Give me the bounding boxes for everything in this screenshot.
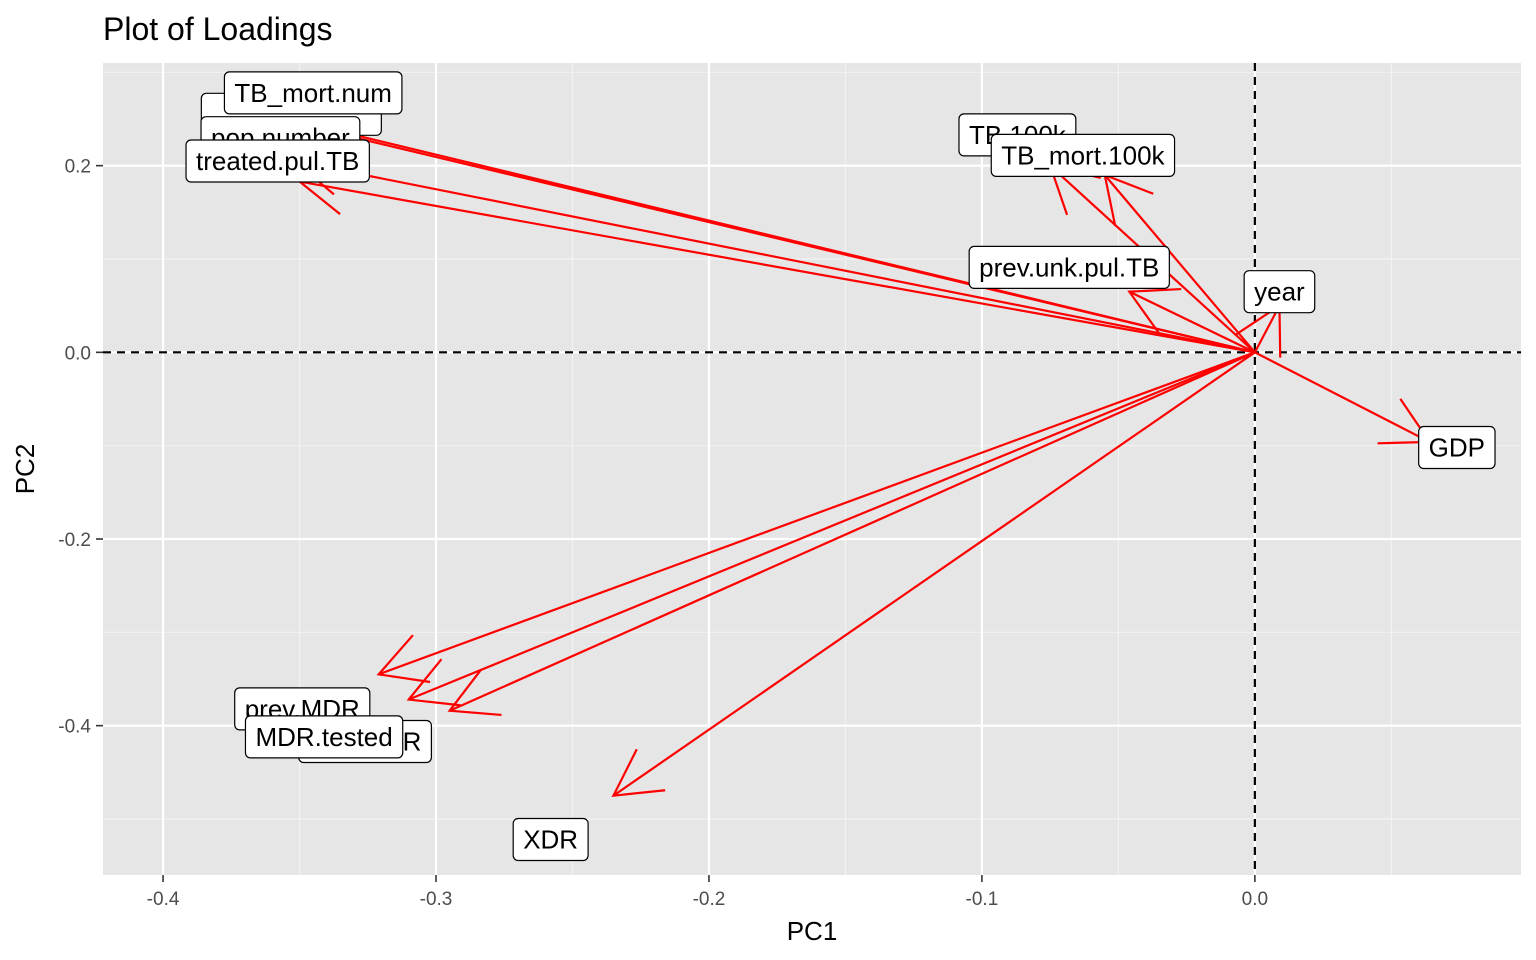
loading-arrow <box>1127 287 1256 354</box>
loading-label: TB_mort.100k <box>990 133 1176 177</box>
minor-gridlines <box>103 63 1521 875</box>
loading-label-text: TB_mort.100k <box>1001 140 1165 170</box>
arrow-shaft <box>449 351 1256 712</box>
label-box <box>185 139 370 183</box>
arrow-shaft <box>612 351 1256 797</box>
label-box <box>968 245 1170 289</box>
loading-label-text: prev.unk.pul.TB <box>979 252 1159 282</box>
loading-label-text: XDR <box>523 825 578 855</box>
arrow-shaft <box>1254 351 1431 443</box>
loading-label: TB_mort.num <box>223 71 403 115</box>
loading-arrow <box>447 351 1256 717</box>
arrow-shaft <box>293 159 1256 354</box>
arrow-shaft <box>408 351 1256 701</box>
x-axis-title: PC1 <box>787 916 838 946</box>
loading-label: GDP <box>1418 425 1496 470</box>
label-box <box>244 715 404 759</box>
loading-label-text: TB_mort.num <box>234 78 392 108</box>
label-box <box>990 133 1176 177</box>
loading-label-text: MDR.tested <box>255 722 392 752</box>
x-tick-label: -0.4 <box>147 889 180 910</box>
loading-label: MDR.tested <box>244 715 404 759</box>
loading-arrows <box>278 102 1432 797</box>
x-axis-ticks: -0.4 -0.3 -0.2 -0.1 0.0 <box>147 875 1268 910</box>
label-box <box>512 817 589 862</box>
reference-lines <box>103 63 1521 875</box>
loading-arrow <box>376 351 1256 684</box>
loading-label-text: year <box>1254 277 1305 307</box>
y-tick-label: -0.4 <box>58 717 91 738</box>
loading-labels: pop.numberTB_mort.numtreated.pul.TBTB.10… <box>185 71 1496 862</box>
loading-label: treated.pul.TB <box>185 139 370 183</box>
chart-title: Plot of Loadings <box>103 11 333 47</box>
loading-label: year <box>1243 270 1316 314</box>
loading-arrow <box>406 351 1256 707</box>
label-box <box>223 71 403 115</box>
arrow-head <box>447 668 502 717</box>
x-tick-label: -0.2 <box>693 889 726 910</box>
loading-label: XDR <box>512 817 589 862</box>
y-tick-label: 0.0 <box>65 343 91 364</box>
y-tick-label: 0.2 <box>65 157 91 178</box>
arrow-shaft <box>1253 305 1281 353</box>
arrow-head <box>406 658 461 707</box>
x-tick-label: 0.0 <box>1242 889 1268 910</box>
loading-label-text: treated.pul.TB <box>196 146 359 176</box>
arrow-head <box>376 634 431 684</box>
arrow-shaft <box>378 351 1256 676</box>
y-tick-label: -0.2 <box>58 530 91 551</box>
loading-label-text: GDP <box>1429 433 1485 463</box>
label-box <box>1418 425 1496 470</box>
arrow-head <box>1127 287 1182 335</box>
arrow-head <box>611 748 666 797</box>
y-axis-ticks: -0.4 -0.2 0.0 0.2 <box>58 157 103 738</box>
x-tick-label: -0.1 <box>966 889 999 910</box>
arrow-shaft <box>1103 174 1256 354</box>
arrow-shaft <box>288 120 1256 354</box>
y-axis-title: PC2 <box>10 444 40 495</box>
arrow-shaft <box>1128 290 1256 354</box>
label-box <box>1243 270 1316 314</box>
loading-label: prev.unk.pul.TB <box>968 245 1170 289</box>
arrow-shaft <box>299 180 1256 354</box>
x-tick-label: -0.3 <box>420 889 453 910</box>
loading-arrow <box>611 351 1256 797</box>
